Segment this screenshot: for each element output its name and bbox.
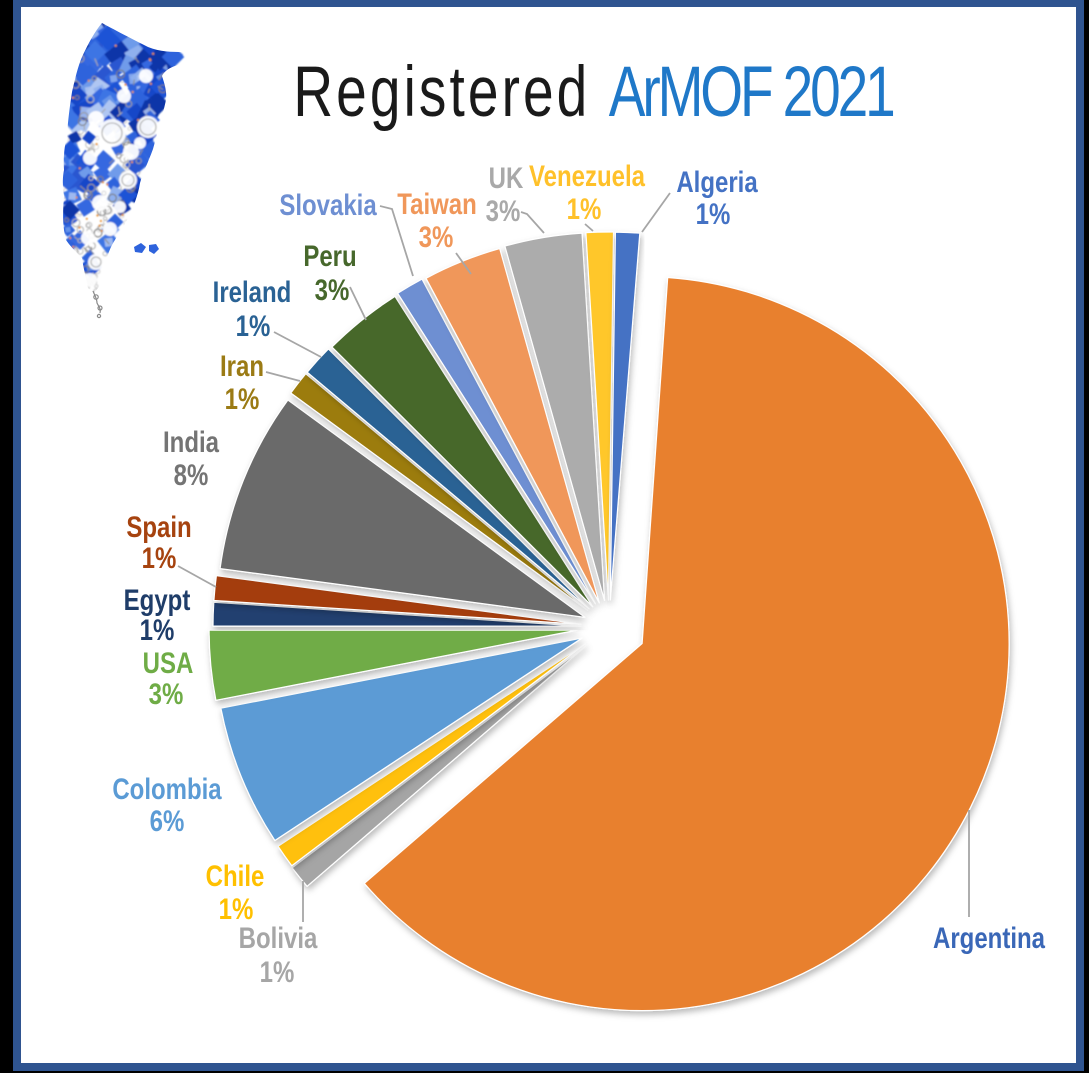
svg-text:3%: 3%	[419, 219, 454, 253]
svg-text:1%: 1%	[567, 191, 602, 225]
svg-text:Argentina: Argentina	[933, 920, 1046, 954]
svg-text:1%: 1%	[142, 540, 177, 574]
svg-text:Slovakia: Slovakia	[279, 187, 377, 221]
svg-text:USA: USA	[143, 645, 194, 679]
svg-text:3%: 3%	[315, 272, 350, 306]
svg-text:3%: 3%	[486, 193, 521, 227]
svg-text:1%: 1%	[260, 954, 295, 988]
svg-text:India: India	[163, 424, 220, 458]
svg-text:3%: 3%	[149, 676, 184, 710]
svg-text:Peru: Peru	[303, 238, 356, 272]
svg-text:1%: 1%	[219, 891, 254, 925]
svg-text:Egypt: Egypt	[124, 582, 191, 616]
svg-text:1%: 1%	[236, 308, 271, 342]
svg-text:Colombia: Colombia	[112, 771, 222, 805]
svg-text:Taiwan: Taiwan	[397, 186, 477, 220]
svg-text:Registered ArMOF 2021: Registered ArMOF 2021	[293, 53, 893, 131]
svg-text:UK: UK	[489, 160, 524, 194]
svg-text:Spain: Spain	[126, 509, 191, 543]
svg-text:8%: 8%	[174, 457, 209, 491]
svg-text:1%: 1%	[696, 196, 731, 230]
svg-text:Chile: Chile	[206, 858, 265, 892]
svg-text:6%: 6%	[150, 803, 185, 837]
svg-text:Iran: Iran	[220, 348, 264, 382]
svg-text:Venezuela: Venezuela	[529, 158, 646, 192]
svg-text:Algeria: Algeria	[676, 164, 758, 198]
svg-text:Ireland: Ireland	[213, 274, 292, 308]
svg-text:1%: 1%	[140, 612, 175, 646]
svg-text:1%: 1%	[225, 381, 260, 415]
svg-text:Bolivia: Bolivia	[239, 920, 318, 954]
